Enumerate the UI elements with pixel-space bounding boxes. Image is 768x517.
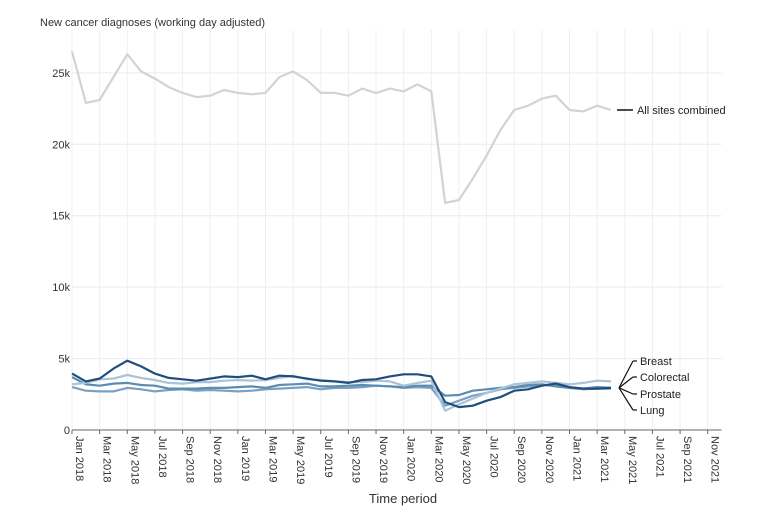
y-tick-label: 0	[64, 425, 70, 437]
x-tick-label: Sep 2018	[184, 436, 196, 483]
y-axis-title: New cancer diagnoses (working day adjust…	[40, 17, 265, 29]
x-tick-label: Jul 2021	[653, 436, 665, 478]
y-tick-label: 5k	[58, 354, 70, 366]
x-tick-label: Sep 2021	[681, 436, 693, 483]
x-tick-label: Mar 2021	[598, 436, 610, 482]
series-leader-line	[618, 376, 634, 389]
x-tick-label: Jan 2020	[405, 436, 417, 481]
series-lines	[70, 51, 612, 412]
series-line-breast	[71, 359, 612, 409]
x-tick-label: Jan 2018	[73, 436, 85, 481]
x-tick-label: Mar 2018	[101, 436, 113, 482]
x-tick-label: May 2020	[460, 436, 472, 484]
series-label: Colorectal	[640, 372, 690, 384]
x-tick-label: Jul 2019	[322, 436, 334, 478]
x-axis: Jan 2018 Mar 2018 May 2018 Jul 2018 Sep 2018…	[71, 429, 722, 484]
x-tick-label: Sep 2019	[349, 436, 361, 483]
series-label: Breast	[640, 356, 672, 368]
x-tick-label: Mar 2019	[266, 436, 278, 482]
series-line-prostate	[71, 376, 612, 397]
series-leader-line	[618, 387, 634, 395]
x-tick-label: Sep 2020	[515, 436, 527, 483]
x-tick-label: May 2019	[294, 436, 306, 484]
series-label: Lung	[640, 405, 664, 417]
series-labels: All sites combined Breast Colorectal Prosta…	[616, 105, 726, 417]
x-axis-title: Time period	[369, 491, 437, 506]
x-tick-label: Nov 2019	[377, 436, 389, 483]
y-tick-label: 20k	[52, 139, 70, 151]
x-tick-label: May 2021	[626, 436, 638, 484]
series-label: All sites combined	[637, 105, 726, 117]
series-label: Prostate	[640, 389, 681, 401]
x-tick-label: Nov 2021	[709, 436, 721, 483]
x-tick-label: May 2018	[128, 436, 140, 484]
y-tick-label: 15k	[52, 211, 70, 223]
x-tick-label: Jan 2019	[239, 436, 251, 481]
series-line-colorectal	[71, 373, 612, 412]
series-line-all-sites-combined	[70, 51, 612, 204]
series-leader-line	[618, 360, 634, 389]
x-tick-label: Mar 2020	[432, 436, 444, 482]
series-leader-line	[618, 387, 634, 411]
x-tick-label: Jul 2018	[156, 436, 168, 478]
x-tick-label: Jan 2021	[571, 436, 583, 481]
y-axis: 0 5k 10k 15k 20k 25k	[52, 68, 70, 437]
y-tick-label: 25k	[52, 68, 70, 80]
y-tick-label: 10k	[52, 282, 70, 294]
x-tick-label: Nov 2018	[211, 436, 223, 483]
x-tick-label: Jul 2020	[488, 436, 500, 478]
x-tick-label: Nov 2020	[543, 436, 555, 483]
